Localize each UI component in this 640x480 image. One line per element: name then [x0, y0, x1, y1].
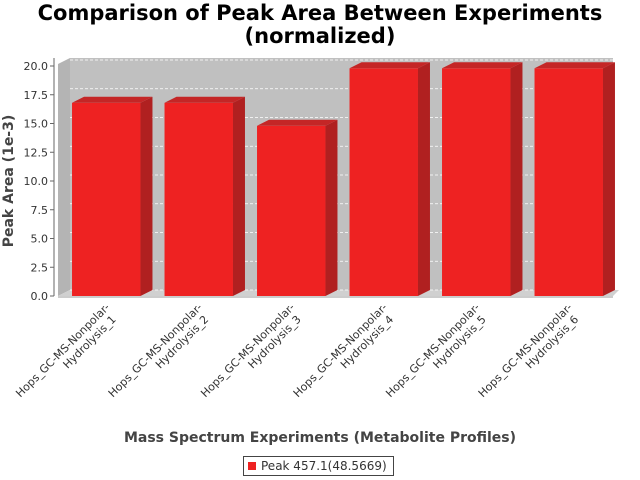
chart-title: Comparison of Peak Area Between Experime…	[0, 2, 640, 48]
x-tick-label-line: Hops_GC-MS-Nonpolar-	[291, 301, 390, 400]
legend-label: Peak 457.1(48.5669)	[261, 459, 387, 473]
chart-title-line1: Comparison of Peak Area Between Experime…	[37, 1, 603, 25]
bar-side	[510, 62, 523, 296]
y-tick-label: 15.0	[24, 118, 49, 131]
x-tick-label-line: Hops_GC-MS-Nonpolar-	[13, 301, 112, 400]
bar-3	[257, 119, 338, 296]
bar-top	[257, 119, 338, 126]
bar-front	[534, 68, 603, 296]
x-tick-label: Hops_GC-MS-Nonpolar-Hydrolysis_3	[198, 301, 306, 409]
bar-1	[72, 96, 153, 296]
bar-top	[72, 96, 153, 103]
bar-side	[232, 96, 245, 296]
y-tick-label: 0.0	[31, 290, 49, 303]
x-tick-label: Hops_GC-MS-Nonpolar-Hydrolysis_4	[291, 301, 399, 409]
bar-front	[257, 125, 326, 296]
x-axis-label: Mass Spectrum Experiments (Metabolite Pr…	[123, 430, 517, 446]
bar-front	[72, 102, 141, 296]
legend: Peak 457.1(48.5669)	[243, 456, 394, 476]
chart-title-line2: (normalized)	[244, 24, 396, 48]
bar-front	[442, 68, 511, 296]
y-tick-label: 10.0	[24, 175, 49, 188]
bar-side	[140, 96, 153, 296]
y-tick-label: 2.5	[31, 261, 49, 274]
bar-front	[164, 102, 233, 296]
y-tick-label: 5.0	[31, 233, 49, 246]
bar-side	[602, 62, 615, 296]
x-tick-label: Hops_GC-MS-Nonpolar-Hydrolysis_6	[476, 301, 584, 409]
bar-top	[442, 62, 523, 69]
y-tick-label: 12.5	[24, 146, 49, 159]
bar-4	[349, 62, 430, 296]
y-tick-label: 20.0	[24, 60, 49, 73]
bar-top	[164, 96, 245, 103]
bar-top	[349, 62, 430, 69]
x-tick-label-line: Hops_GC-MS-Nonpolar-	[106, 301, 205, 400]
y-tick-label: 7.5	[31, 204, 49, 217]
plot-side-wall	[58, 58, 70, 296]
bar-top	[534, 62, 615, 69]
bar-6	[534, 62, 615, 296]
x-tick-label: Hops_GC-MS-Nonpolar-Hydrolysis_2	[106, 301, 214, 409]
bar-side	[417, 62, 430, 296]
x-tick-label-line: Hops_GC-MS-Nonpolar-	[198, 301, 297, 400]
y-tick-label: 17.5	[24, 89, 49, 102]
x-tick-label: Hops_GC-MS-Nonpolar-Hydrolysis_5	[383, 301, 491, 409]
x-tick-label-line: Hops_GC-MS-Nonpolar-	[476, 301, 575, 400]
bar-2	[164, 96, 245, 296]
plot-back-wall	[70, 58, 613, 290]
bar-side	[325, 119, 338, 296]
y-axis-label: Peak Area (1e-3)	[1, 115, 17, 248]
legend-swatch	[248, 462, 256, 470]
x-tick-label: Hops_GC-MS-Nonpolar-Hydrolysis_1	[13, 301, 121, 409]
x-tick-label-line: Hops_GC-MS-Nonpolar-	[383, 301, 482, 400]
bar-5	[442, 62, 523, 296]
bar-front	[349, 68, 418, 296]
